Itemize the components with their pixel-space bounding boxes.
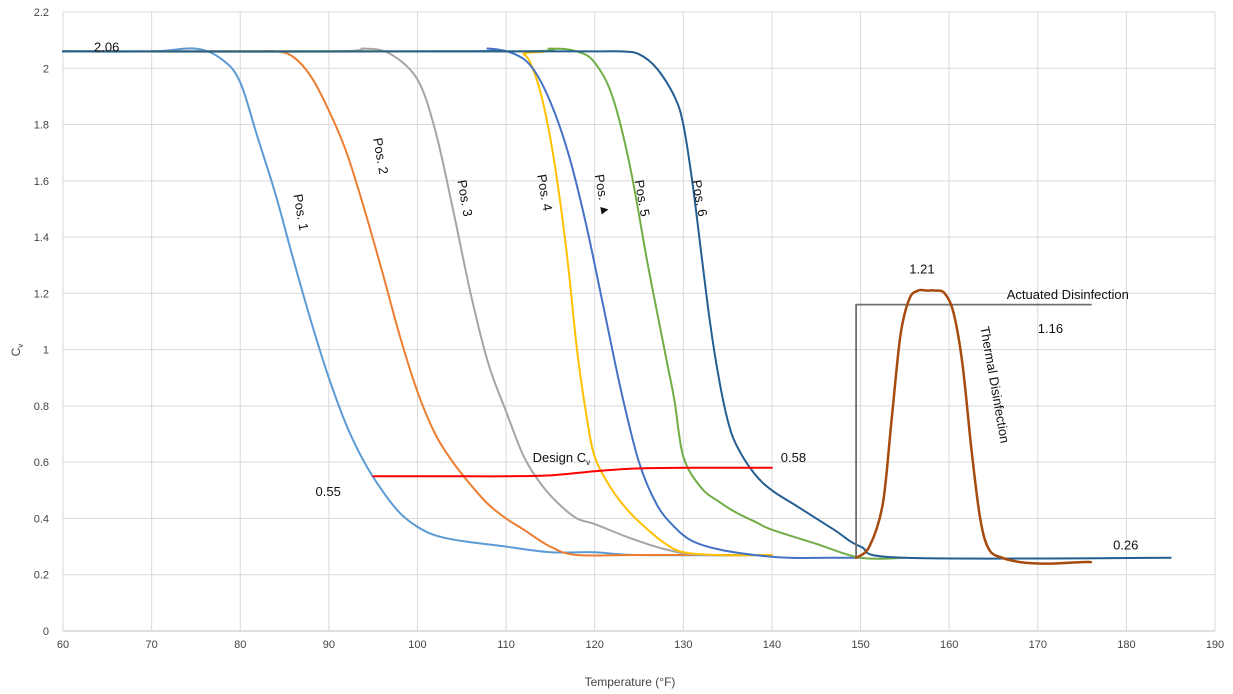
y-tick-label: 0.6: [34, 457, 49, 469]
series-line-pos-5-5: [62, 47, 906, 560]
x-tick-label: 100: [408, 639, 426, 651]
annotation-label: Pos. 3: [454, 179, 475, 218]
annotation-label: 0.58: [781, 450, 806, 465]
annotation-label: 0.26: [1113, 537, 1138, 552]
annotation-label: 1.16: [1038, 321, 1063, 336]
x-tick-label: 60: [57, 639, 69, 651]
y-tick-label: 2.2: [34, 7, 49, 19]
series-line-pos-1-0: [62, 47, 773, 557]
annotation-label: Pos. 2: [370, 137, 391, 176]
x-axis-title: Temperature (°F): [585, 675, 676, 689]
y-tick-label: 0.4: [34, 513, 49, 525]
x-tick-label: 110: [497, 639, 515, 651]
series-line-pos-4-4: [62, 47, 862, 560]
series-line-actuated-disinfection-8: [855, 303, 1092, 559]
grid: [62, 11, 1216, 632]
series-line-thermal-disinfection-9: [854, 288, 1093, 565]
y-tick-label: 1.2: [34, 288, 49, 300]
series: [62, 47, 1172, 565]
y-tick-label: 0.2: [34, 570, 49, 582]
x-tick-label: 80: [234, 639, 246, 651]
series-line-pos-3-2: [62, 47, 773, 557]
annotation-label: Pos. ▲: [592, 173, 614, 217]
x-tick-label: 150: [851, 639, 869, 651]
y-tick-label: 2: [43, 63, 49, 75]
axes: 0 0.2 0.4 0.6 0.8 1 1.2 1.4 1.6 1.8 2 2.2 60 70 80 90 10…: [34, 7, 1224, 651]
annotation-label: 0.55: [316, 484, 341, 499]
annotation-label: Actuated Disinfection: [1007, 287, 1129, 302]
annotation-label: Thermal Disinfection: [977, 325, 1012, 444]
annotation-label: Pos. 6: [689, 179, 710, 218]
x-tick-label: 140: [763, 639, 781, 651]
y-tick-label: 1.8: [34, 120, 49, 132]
y-tick-label: 0.8: [34, 401, 49, 413]
x-tick-label: 130: [674, 639, 692, 651]
x-tick-label: 160: [940, 639, 958, 651]
y-axis-title: Cv: [9, 344, 25, 357]
x-tick-label: 180: [1117, 639, 1135, 651]
x-tick-label: 90: [323, 639, 335, 651]
annotation-label: Pos. 1: [290, 193, 311, 232]
series-line-design-cv-7: [372, 466, 773, 478]
y-tick-label: 1.6: [34, 176, 49, 188]
annotation-label: 1.21: [909, 262, 934, 277]
annotation-label: 2.06: [94, 39, 119, 54]
y-tick-label: 0: [43, 626, 49, 638]
x-tick-label: 190: [1206, 639, 1224, 651]
y-tick-label: 1.4: [34, 232, 49, 244]
x-tick-label: 170: [1029, 639, 1047, 651]
annotation-label: Pos. 5: [632, 179, 653, 218]
series-line-pos-6-6: [62, 50, 1172, 560]
x-tick-label: 70: [145, 639, 157, 651]
annotation-label: Design Cv: [533, 450, 590, 467]
series-line-pos-2-1: [62, 50, 773, 557]
y-tick-label: 1: [43, 345, 49, 357]
annotation-label: Pos. 4: [534, 173, 555, 212]
x-tick-label: 120: [586, 639, 604, 651]
